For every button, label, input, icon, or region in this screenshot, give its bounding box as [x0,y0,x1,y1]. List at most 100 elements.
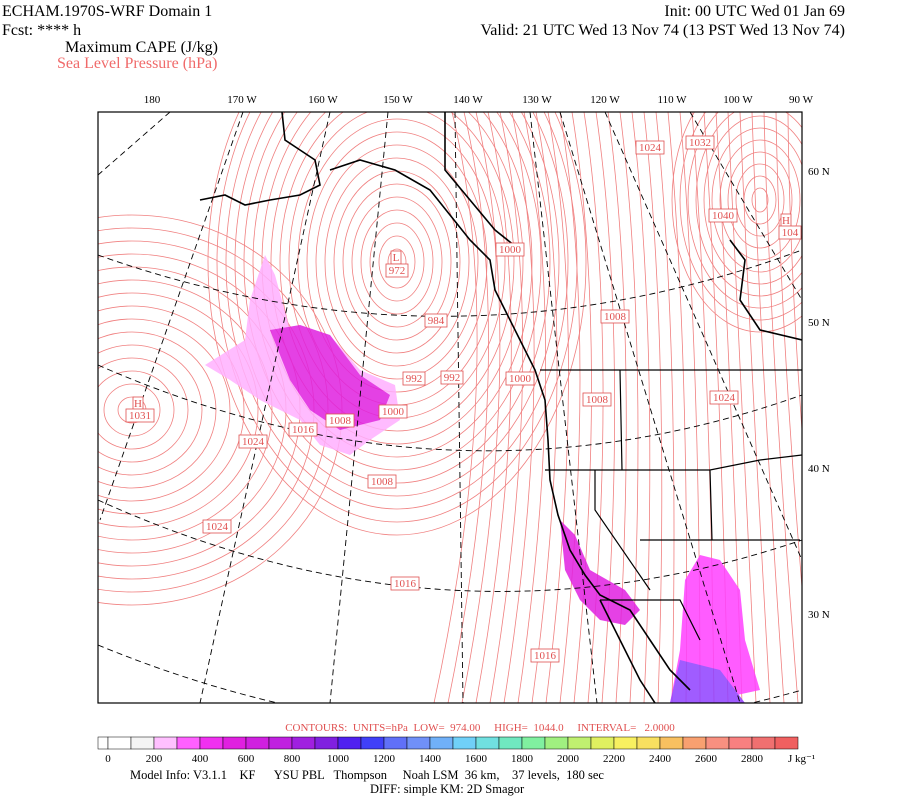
pressure-label: 1024 [639,142,662,154]
pressure-label: H [134,398,142,410]
pressure-label-box [582,392,612,407]
colorbar-cell [636,736,661,750]
pressure-label: 1008 [371,476,394,488]
latitude-label: 30 N [808,609,830,621]
isobar [751,112,785,703]
colorbar-cell [130,736,155,750]
isobar [545,112,569,703]
longitude-label: 100 W [723,94,753,106]
contour-info: CONTOURS: UNITS=hPa LOW= 974.00 HIGH= 10… [285,722,675,734]
isobar [631,112,651,703]
coastlines [199,112,802,703]
isobar [743,175,777,225]
cape-shading [205,255,760,703]
colorbar-cell [406,736,431,750]
isobar [252,112,542,471]
latitude-line [98,249,802,317]
pressure-label: 992 [444,372,461,384]
isobar [243,112,551,484]
colorbar-cell [245,736,270,750]
isobar [739,112,771,703]
isobar [559,112,581,703]
isobar [671,112,802,333]
isobar [643,112,663,703]
isobar [207,112,587,536]
longitude-label: 110 W [657,94,687,106]
isobar [103,383,161,437]
pressure-label-box [424,313,448,328]
colorbar-label: 1400 [419,753,442,765]
valid-time: Valid: 21 UTC Wed 13 Nov 74 (13 PST Wed … [480,22,845,39]
pressure-label-box [505,371,535,386]
latitude-line [98,364,802,452]
colorbar-cell [97,736,109,750]
pressure-label: L [393,252,400,264]
isobar [763,112,799,703]
colorbar-cell [475,736,500,750]
init-time: Init: 00 UTC Wed 01 Jan 69 [664,3,845,20]
colorbar-cell [176,736,201,750]
colorbar-cell [383,736,408,750]
pressure-label: 1024 [713,392,736,404]
colorbar-label: 2400 [649,753,672,765]
colorbar-cell [705,736,730,750]
isobar [447,112,489,703]
pressure-label-box [778,225,802,240]
colorbar-cell [429,736,454,750]
isobar [306,131,488,393]
title: ECHAM.1970S-WRF Domain 1 [2,3,212,20]
isobar [719,139,801,261]
pressure-label: 984 [428,315,445,327]
pressure-label: H [782,215,790,227]
pressure-label-box [288,422,318,437]
pressure-label-box [390,576,420,591]
isobar [360,209,434,315]
longitude-label: 150 W [383,94,413,106]
colorbar-label: 1200 [373,753,396,765]
colorbar-unit: J kg⁻¹ [788,753,815,765]
pressure-label-box [709,390,739,405]
colorbar-label: 2200 [603,753,626,765]
isobar [751,187,769,213]
field-name: Maximum CAPE (J/kg) [65,39,218,56]
isobar [279,112,515,432]
colorbar-label: 1600 [465,753,488,765]
isobar [369,222,425,302]
isobar [711,127,802,273]
isobar [270,112,524,445]
pressure-label-box [402,371,426,386]
colorbar-label: 2000 [557,753,580,765]
isobar [324,157,470,367]
pressure-label-box [325,413,355,428]
colorbar-cell [590,736,615,750]
isobar [531,112,558,703]
pressure-label: 1024 [242,436,265,448]
colorbar-label: 200 [146,753,163,765]
colorbar-label: 2800 [741,753,764,765]
colorbar-cell [107,736,132,750]
pressure-label-box [495,242,525,257]
isobar [342,183,452,341]
forecast: Fcst: **** h [2,22,81,39]
colorbar-label: 600 [238,753,255,765]
colorbar-cell [222,736,247,750]
pressure-label-box [367,474,397,489]
graticule [98,112,802,703]
pressure-label-box [685,135,715,150]
pressure-label: 1016 [394,578,417,590]
pressure-label-box [385,263,409,278]
colorbar-cell [682,736,707,750]
isobar [679,112,802,321]
longitude-label: 120 W [590,94,620,106]
pressure-label: 1031 [129,410,151,422]
coastline [199,112,691,691]
longitude-label: 130 W [522,94,552,106]
isobar [98,331,217,489]
hudson-coast [729,239,802,341]
pressure-label: 1008 [604,311,627,323]
pressure-label-box [125,408,155,423]
colorbar-cell [567,736,592,750]
isobar [695,112,802,297]
